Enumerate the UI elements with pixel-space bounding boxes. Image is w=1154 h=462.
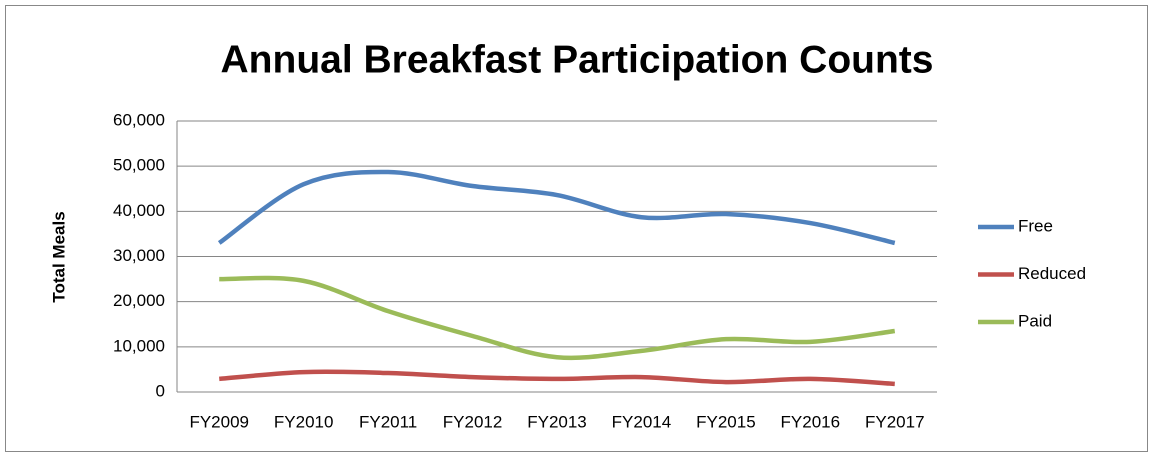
- y-tick-label: 40,000: [113, 201, 165, 220]
- x-tick-label: FY2010: [274, 412, 334, 431]
- x-tick-label: FY2017: [865, 412, 925, 431]
- series-line: [219, 369, 895, 387]
- chart-title: Annual Breakfast Participation Counts: [221, 38, 934, 81]
- x-tick-label: FY2012: [443, 412, 503, 431]
- y-tick-label: 20,000: [113, 291, 165, 310]
- legend-label: Paid: [1018, 311, 1052, 330]
- y-tick-label: 50,000: [113, 156, 165, 175]
- x-tick-label: FY2011: [359, 412, 417, 431]
- legend-label: Reduced: [1018, 264, 1086, 283]
- y-tick-label: 30,000: [113, 246, 165, 265]
- y-tick-label: 0: [156, 381, 165, 400]
- series-line: [219, 275, 896, 361]
- x-tick-label: FY2014: [612, 412, 672, 431]
- series-line: [217, 169, 896, 246]
- x-tick-label: FY2009: [189, 412, 249, 431]
- y-axis-label: Total Meals: [49, 211, 68, 302]
- y-tick-label: 10,000: [113, 336, 165, 355]
- x-tick-label: FY2015: [696, 412, 756, 431]
- x-tick-label: FY2013: [527, 412, 587, 431]
- y-tick-label: 60,000: [113, 110, 165, 129]
- x-tick-label: FY2016: [781, 412, 841, 431]
- legend-label: Free: [1018, 216, 1053, 235]
